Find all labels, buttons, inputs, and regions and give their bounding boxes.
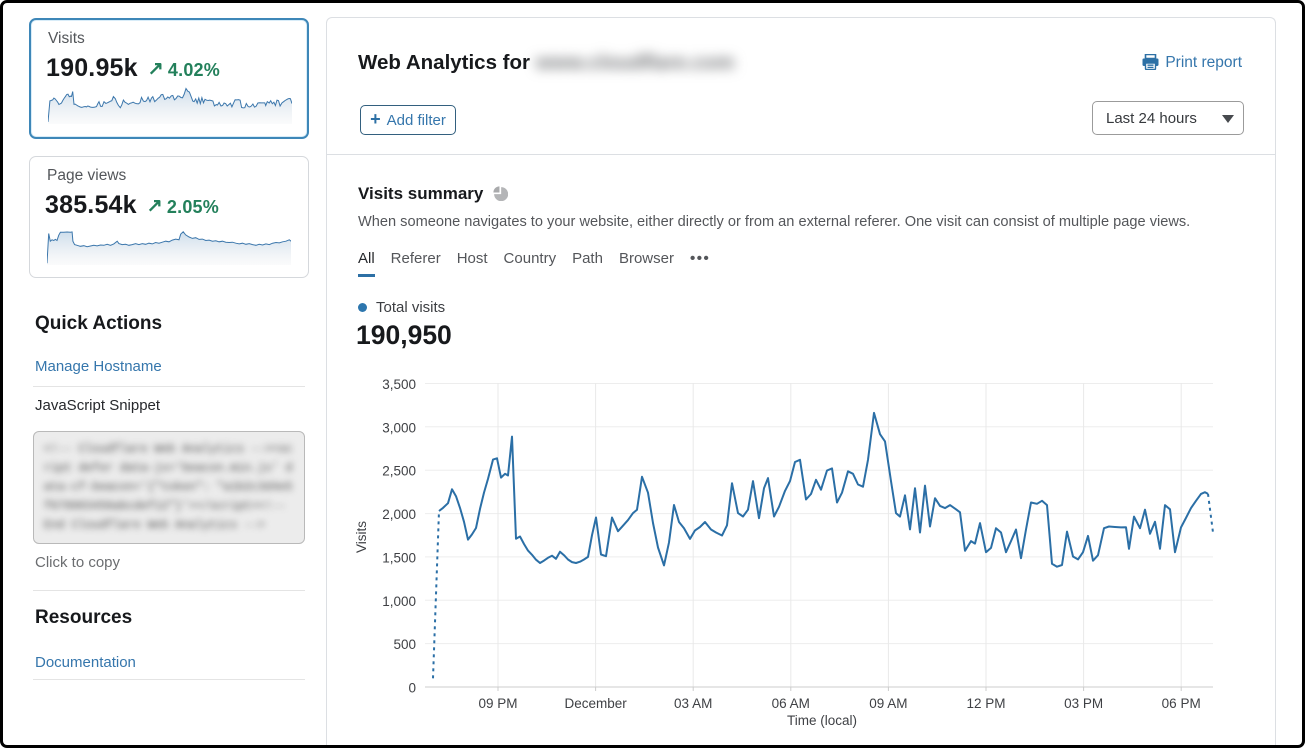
- svg-text:09 PM: 09 PM: [478, 696, 517, 711]
- svg-text:09 AM: 09 AM: [869, 696, 907, 711]
- svg-text:1,500: 1,500: [382, 550, 416, 565]
- svg-text:03 AM: 03 AM: [674, 696, 712, 711]
- svg-text:06 PM: 06 PM: [1162, 696, 1201, 711]
- svg-text:2,000: 2,000: [382, 507, 416, 522]
- svg-text:0: 0: [408, 681, 416, 696]
- svg-text:03 PM: 03 PM: [1064, 696, 1103, 711]
- svg-text:2,500: 2,500: [382, 464, 416, 479]
- svg-text:500: 500: [393, 637, 416, 652]
- svg-text:1,000: 1,000: [382, 594, 416, 609]
- svg-text:Time (local): Time (local): [787, 713, 857, 728]
- svg-text:3,000: 3,000: [382, 420, 416, 435]
- svg-text:06 AM: 06 AM: [772, 696, 810, 711]
- svg-text:12 PM: 12 PM: [966, 696, 1005, 711]
- svg-text:3,500: 3,500: [382, 377, 416, 392]
- svg-text:December: December: [564, 696, 627, 711]
- svg-text:Visits: Visits: [354, 521, 369, 553]
